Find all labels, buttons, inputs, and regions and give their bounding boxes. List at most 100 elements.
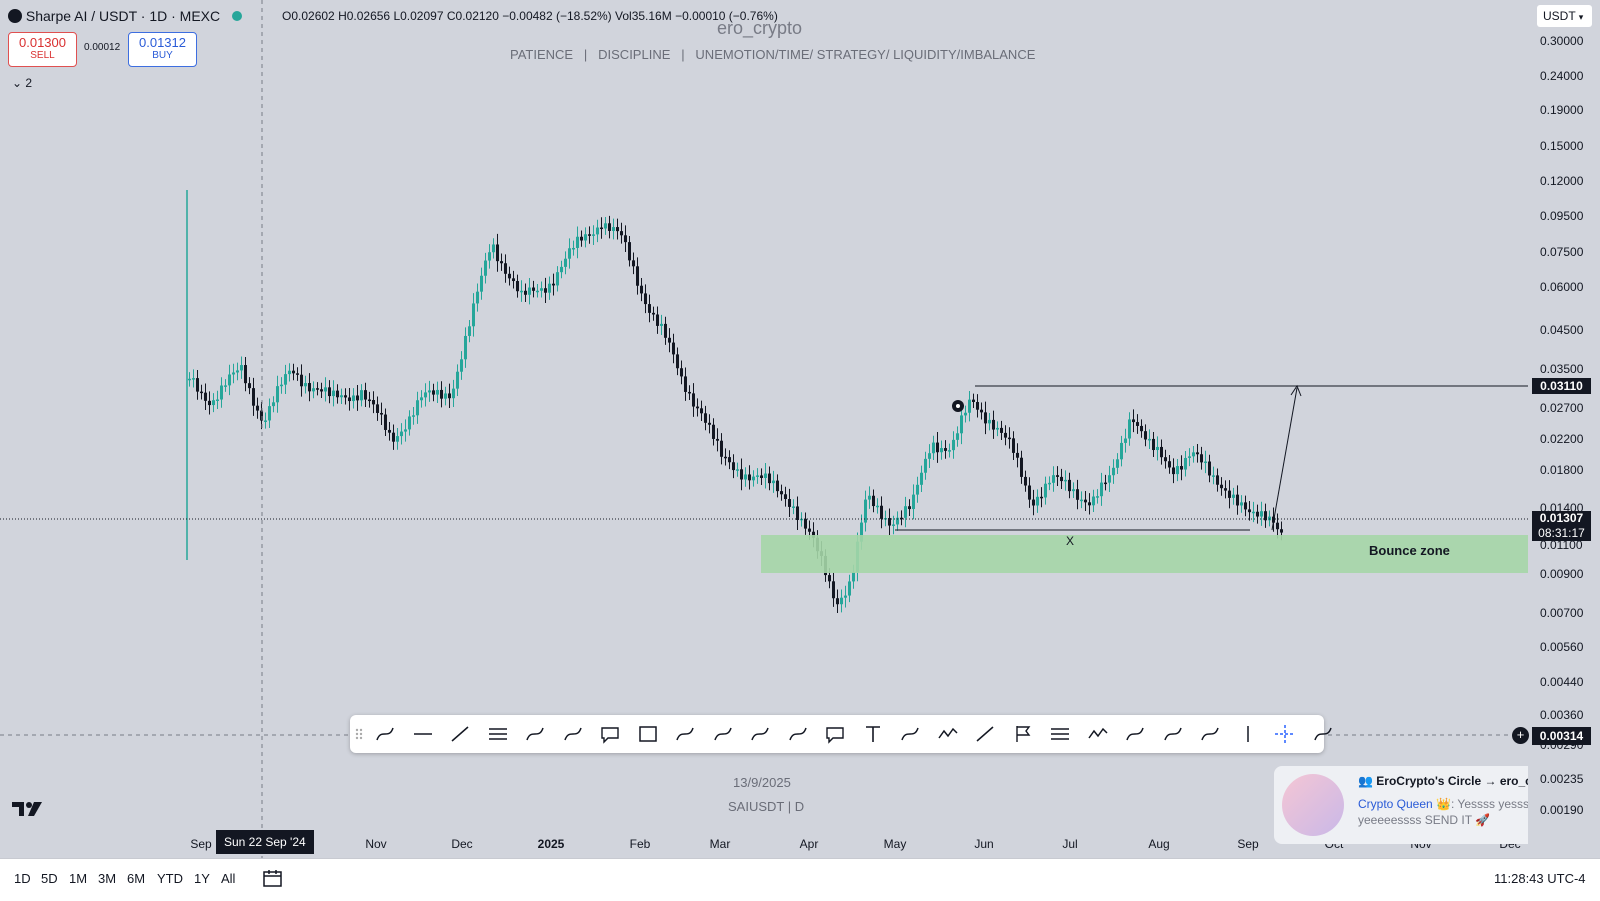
bars-pattern-icon[interactable] (1122, 722, 1148, 746)
candle-body (316, 388, 319, 390)
candle-body (980, 409, 983, 413)
arrow-marker-icon[interactable] (747, 722, 773, 746)
candle-body (1172, 467, 1175, 475)
timeframe-ytd[interactable]: YTD (157, 871, 183, 886)
candle-body (760, 475, 763, 479)
candle-body (828, 575, 831, 582)
candle-body (272, 402, 275, 407)
chart-area[interactable]: Sharpe AI / USDT · 1D · MEXC O0.02602 H0… (0, 0, 1592, 858)
notification-message: Crypto Queen 👑: Yessss yessss yeeeeessss… (1358, 797, 1536, 827)
date-range-icon[interactable] (1197, 722, 1223, 746)
anchor-icon[interactable] (1160, 722, 1186, 746)
candle-body (1088, 502, 1091, 506)
highlighter-icon[interactable] (1310, 722, 1336, 746)
price-axis[interactable]: USDT ▾ 0.30000 0.24000 0.19000 0.15000 0.120… (1528, 0, 1600, 858)
drag-handle-icon[interactable] (354, 722, 380, 746)
timeframe-1d[interactable]: 1D (14, 871, 31, 886)
timeframe-6m[interactable]: 6M (127, 871, 146, 886)
candle-body (600, 227, 603, 230)
candle-body (580, 236, 583, 241)
candle-body (256, 405, 259, 411)
calendar-range-icon[interactable] (262, 868, 284, 888)
candle-body (1112, 467, 1115, 476)
currency-select[interactable]: USDT ▾ (1537, 5, 1592, 27)
x-marker[interactable]: X (1066, 534, 1075, 548)
cyclic-lines-icon[interactable] (372, 722, 398, 746)
price-range-icon[interactable] (710, 722, 736, 746)
price-tick: 0.19000 (1540, 103, 1584, 117)
candle-body (288, 370, 291, 375)
utc-clock[interactable]: 11:28:43 UTC-4 (1494, 871, 1586, 886)
candle-body (280, 384, 283, 387)
candle-body (248, 383, 251, 389)
horizontal-ray-icon[interactable] (522, 722, 548, 746)
path-icon[interactable] (935, 722, 961, 746)
tradingview-logo[interactable] (12, 800, 46, 824)
time-cursor-label: Sun 22 Sep '24 (216, 830, 314, 854)
candle-body (952, 439, 955, 451)
candle-body (1076, 489, 1079, 500)
candle-body (1204, 461, 1207, 464)
candle-body (236, 370, 239, 373)
timeframe-3m[interactable]: 3M (98, 871, 117, 886)
rectangle-icon[interactable] (635, 722, 661, 746)
timeframe-5d[interactable]: 5D (41, 871, 58, 886)
candle-body (1176, 466, 1179, 475)
long-position-icon[interactable] (672, 722, 698, 746)
candle-body (768, 473, 771, 484)
candle-body (1024, 476, 1027, 486)
candle-body (336, 390, 339, 398)
candle-body (300, 374, 303, 387)
vertical-line-icon[interactable] (1235, 722, 1261, 746)
watermark-date: 13/9/2025 (733, 775, 791, 790)
chevron-down-icon: ⌄ (12, 76, 23, 90)
sell-button[interactable]: 0.01300 SELL (8, 32, 77, 67)
indicators-toggle[interactable]: ⌄ 2 (12, 76, 32, 90)
candle-body (660, 323, 663, 326)
parallel-channel-icon[interactable] (485, 722, 511, 746)
logo-icon (8, 9, 22, 23)
candle-body (252, 388, 255, 406)
horizontal-line-icon[interactable] (410, 722, 436, 746)
drawing-toolbar[interactable] (350, 715, 1332, 753)
comment-icon[interactable] (822, 722, 848, 746)
candle-body (664, 323, 667, 338)
candle-body (1048, 482, 1051, 485)
price-tick: 0.12000 (1540, 174, 1584, 188)
candle-body (472, 303, 475, 327)
add-alert-icon[interactable]: + (1512, 727, 1529, 744)
fib-icon[interactable] (1047, 722, 1073, 746)
candle-body (568, 248, 571, 259)
alarm-icon[interactable] (952, 400, 964, 412)
candle-body (1120, 442, 1123, 460)
callout-icon[interactable] (597, 722, 623, 746)
timeframe-1y[interactable]: 1Y (194, 871, 210, 886)
crosshair-icon[interactable] (1272, 722, 1298, 746)
candle-body (1268, 516, 1271, 521)
arrow-icon[interactable] (972, 722, 998, 746)
candle-body (576, 236, 579, 248)
pitchfork-icon[interactable] (560, 722, 586, 746)
time-tick: 2025 (537, 837, 565, 851)
trend-line-icon[interactable] (447, 722, 473, 746)
candle-body (240, 365, 243, 371)
text-icon[interactable] (860, 722, 886, 746)
candle-body (1060, 476, 1063, 482)
candle-body (1184, 457, 1187, 470)
candle-body (756, 475, 759, 477)
timeframe-1m[interactable]: 1M (69, 871, 88, 886)
candle-body (688, 391, 691, 394)
projection-arrow-line[interactable] (1271, 387, 1298, 531)
bounce-zone-label[interactable]: Bounce zone (1369, 543, 1450, 558)
timeframe-all[interactable]: All (221, 871, 236, 886)
brush-icon[interactable] (785, 722, 811, 746)
elliott-wave-icon[interactable] (1085, 722, 1111, 746)
price-chart[interactable] (0, 0, 1528, 858)
curve-icon[interactable] (897, 722, 923, 746)
flag-icon[interactable] (1010, 722, 1036, 746)
buy-button[interactable]: 0.01312 BUY (128, 32, 197, 67)
symbol-header[interactable]: Sharpe AI / USDT · 1D · MEXC (8, 8, 243, 24)
bounce-zone[interactable] (761, 535, 1528, 573)
notification-author[interactable]: Crypto Queen 👑 (1358, 797, 1451, 811)
symbol-title[interactable]: Sharpe AI / USDT · 1D · MEXC (25, 8, 221, 24)
